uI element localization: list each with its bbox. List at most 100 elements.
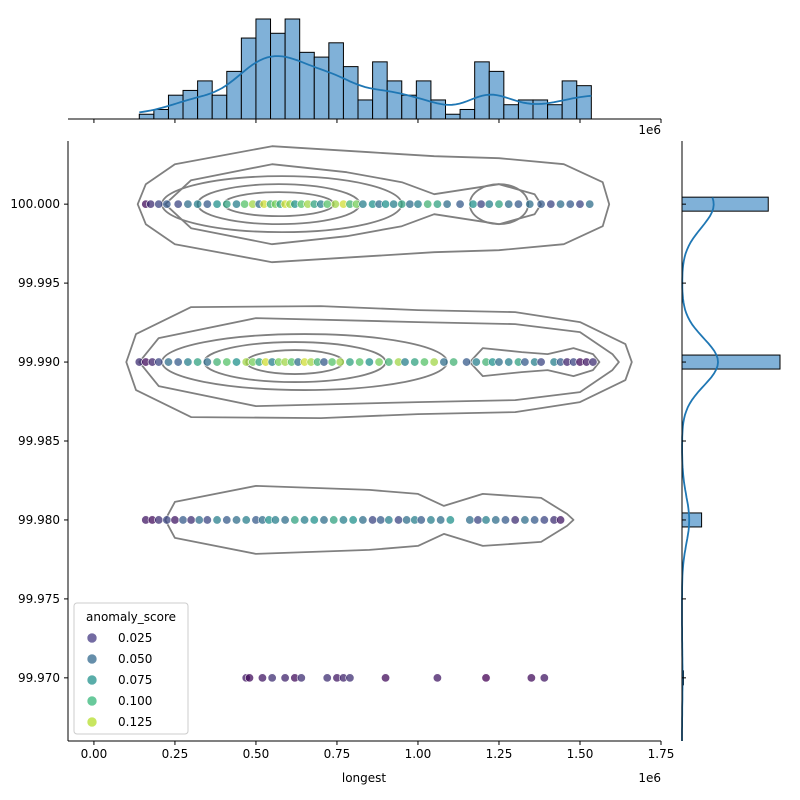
scatter-point: [494, 199, 504, 209]
scatter-point: [309, 515, 319, 525]
scatter-point: [504, 357, 514, 367]
scatter-point: [510, 515, 520, 525]
scatter-point: [585, 199, 595, 209]
scatter-point: [423, 199, 433, 209]
y-tick-label: 99.975: [18, 592, 60, 606]
x-tick-label: 1.00: [405, 747, 432, 761]
kde-contour-outer: [164, 485, 575, 555]
scatter-point: [436, 515, 446, 525]
scatter-point: [473, 515, 483, 525]
scatter-point: [426, 515, 436, 525]
kde-contour: [138, 317, 620, 407]
scatter-point: [504, 199, 514, 209]
top-histogram-bar: [240, 37, 257, 120]
top-offset-text: 1e6: [638, 123, 661, 137]
y-tick-label: 99.980: [18, 513, 60, 527]
top-histogram-bar: [270, 32, 286, 120]
scatter-point: [400, 357, 410, 367]
legend-marker: [86, 695, 98, 707]
scatter-point: [267, 673, 277, 683]
x-tick-label: 1.75: [648, 747, 675, 761]
top-histogram-bar: [328, 42, 344, 120]
scatter-point: [405, 199, 415, 209]
scatter-point: [429, 357, 439, 367]
top-marginal-ticks: [93, 119, 662, 123]
scatter-point: [322, 673, 332, 683]
legend-title: anomaly_score: [86, 610, 176, 624]
scatter-point: [162, 515, 172, 525]
legend: anomaly_score 0.025 0.050 0.075 0.100 0.125: [73, 602, 189, 735]
kde-contour-outer: [125, 305, 633, 419]
scatter-point: [319, 357, 329, 367]
scatter-point: [319, 515, 329, 525]
top-histogram-bar: [342, 66, 359, 120]
scatter-point: [432, 199, 442, 209]
scatter-point: [468, 199, 478, 209]
top-histogram-bar: [255, 18, 272, 120]
scatter-point: [384, 515, 394, 525]
x-tick-label: 0.25: [162, 747, 189, 761]
scatter-point: [416, 515, 426, 525]
scatter-point: [290, 515, 300, 525]
x-tick-label: 1.25: [486, 747, 513, 761]
scatter-point: [368, 515, 378, 525]
scatter-point: [348, 515, 358, 525]
scatter-point: [588, 357, 598, 367]
scatter-point: [338, 515, 348, 525]
top-histogram-bar: [503, 104, 519, 120]
y-tick-label: 99.970: [18, 671, 60, 685]
top-histogram-bar: [576, 85, 592, 120]
top-histogram-bar: [386, 80, 403, 120]
right-histogram-bar: [681, 196, 769, 212]
scatter-point: [232, 199, 242, 209]
x-tick-label: 1.50: [567, 747, 594, 761]
scatter-point: [173, 199, 183, 209]
scatter-point: [397, 199, 407, 209]
kde-contour-outer: [136, 145, 611, 264]
scatter-point: [376, 515, 386, 525]
scatter-point: [491, 515, 501, 525]
legend-entries: 0.025 0.050 0.075 0.100 0.125: [86, 631, 152, 729]
scatter-point: [270, 515, 280, 525]
scatter-point: [384, 357, 394, 367]
top-histogram-bar: [357, 99, 374, 120]
legend-marker: [86, 674, 98, 686]
scatter-point: [445, 515, 455, 525]
scatter-point: [212, 199, 222, 209]
legend-marker: [86, 716, 98, 728]
scatter-points: [134, 199, 598, 683]
scatter-point: [484, 199, 494, 209]
scatter-point: [154, 357, 164, 367]
y-tick-label: 99.990: [18, 355, 60, 369]
scatter-point: [358, 199, 368, 209]
top-histogram-bar: [197, 80, 213, 120]
legend-label: 0.025: [118, 631, 152, 645]
x-offset-text: 1e6: [638, 771, 661, 785]
scatter-point: [520, 357, 530, 367]
scatter-point: [240, 199, 250, 209]
top-histogram-bar: [445, 113, 461, 120]
legend-label: 0.100: [118, 694, 152, 708]
x-axis-ticks: 0.00 0.25 0.50 0.75 1.00 1.25 1.50 1.75: [81, 741, 675, 761]
scatter-point: [530, 515, 540, 525]
scatter-point: [536, 357, 546, 367]
scatter-point: [194, 515, 204, 525]
scatter-point: [322, 199, 332, 209]
legend-label: 0.050: [118, 652, 152, 666]
top-histogram-bar: [153, 108, 169, 120]
scatter-point: [202, 357, 212, 367]
top-histogram-bar: [474, 61, 490, 120]
scatter-point: [330, 199, 340, 209]
scatter-point: [410, 357, 420, 367]
legend-marker: [86, 653, 98, 665]
scatter-point: [556, 515, 566, 525]
legend-label: 0.075: [118, 673, 152, 687]
y-tick-label: 99.985: [18, 434, 60, 448]
scatter-point: [280, 673, 290, 683]
scatter-point: [539, 515, 549, 525]
scatter-point: [183, 357, 193, 367]
x-tick-label: 0.00: [81, 747, 108, 761]
scatter-point: [539, 673, 549, 683]
scatter-point: [232, 515, 242, 525]
